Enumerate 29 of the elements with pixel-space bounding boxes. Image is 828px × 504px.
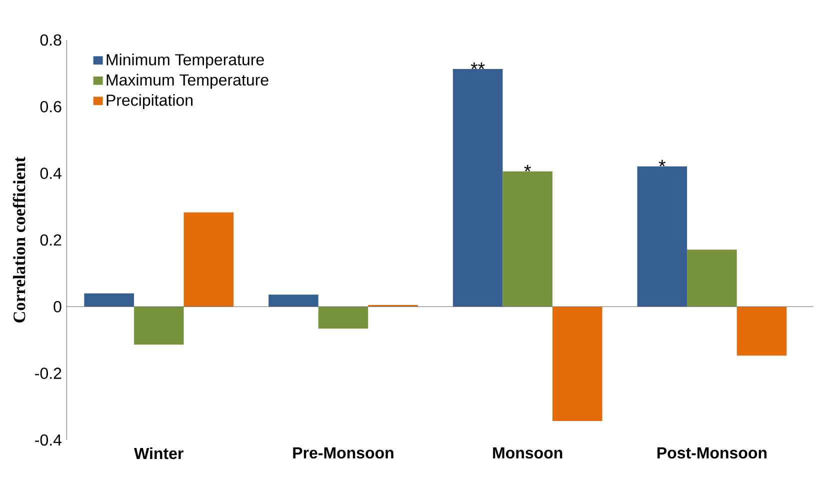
bar <box>687 250 737 307</box>
y-tick-label: -0.2 <box>35 368 62 379</box>
x-tick-label: Pre-Monsoon <box>293 447 394 459</box>
bar <box>318 306 368 329</box>
y-tick-label: -0.4 <box>35 434 62 446</box>
legend-label: Maximum Temperature <box>106 74 268 89</box>
bar <box>552 306 602 421</box>
bar <box>637 166 688 307</box>
data-label: ** <box>470 62 485 70</box>
x-tick-label: Winter <box>134 447 184 460</box>
y-tick-label: 0.8 <box>40 34 62 46</box>
data-label: * <box>658 160 666 166</box>
legend-label: Precipitation <box>106 94 192 110</box>
x-tick-label: Monsoon <box>493 447 562 459</box>
y-tick-label: 0.2 <box>40 234 62 246</box>
bar <box>184 212 234 307</box>
bar <box>502 171 552 307</box>
y-axis-title: Correlation coefficient <box>12 156 26 323</box>
bar <box>84 293 134 307</box>
y-tick-label: 0.4 <box>40 168 62 179</box>
bar <box>268 294 318 307</box>
bar <box>736 306 787 356</box>
bar <box>452 68 503 307</box>
legend-label: Minimum Temperature <box>106 54 264 69</box>
y-tick-label: 0.6 <box>40 101 62 112</box>
x-tick-label: Post-Monsoon <box>657 447 767 459</box>
data-label: * <box>524 164 531 172</box>
bar <box>134 306 184 345</box>
y-tick-label: 0 <box>54 301 62 312</box>
